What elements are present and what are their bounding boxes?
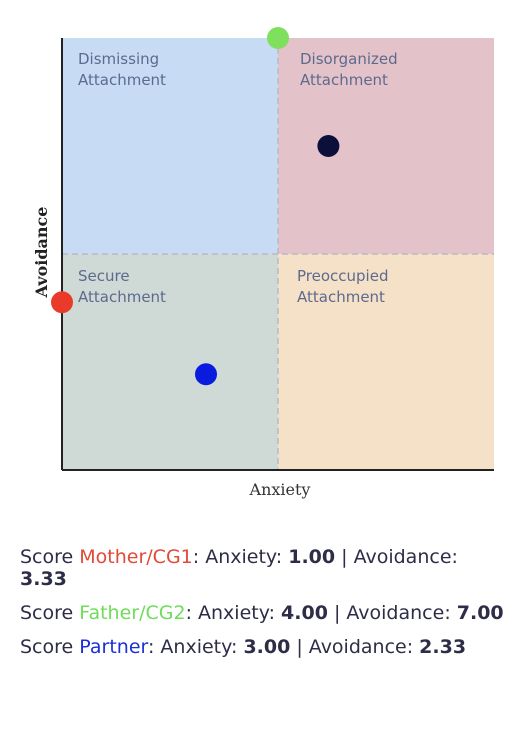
quadrant-label-secure-line1: Secure (78, 267, 130, 285)
score-prefix: Score (20, 602, 80, 624)
anxiety-label: : Anxiety: (147, 636, 244, 658)
score-line-father: Score Father/CG2: Anxiety: 4.00 | Avoida… (20, 602, 510, 624)
x-axis-label: Anxiety (249, 480, 311, 499)
avoidance-value: 2.33 (419, 636, 467, 658)
anxiety-value: 4.00 (281, 602, 328, 624)
score-line-mother: Score Mother/CG1: Anxiety: 1.00 | Avoida… (20, 546, 510, 590)
anxiety-value: 3.00 (243, 636, 291, 658)
quadrant-label-dismissing-line1: Dismissing (78, 50, 159, 68)
quadrant-preoccupied (278, 254, 494, 470)
anxiety-value: 1.00 (288, 546, 336, 568)
avoidance-label: | Avoidance: (327, 602, 457, 624)
quadrant-label-disorganized-line2: Attachment (300, 71, 388, 89)
quadrant-label-dismissing-line2: Attachment (78, 71, 166, 89)
quadrant-disorganized (278, 38, 494, 254)
score-list: Score Mother/CG1: Anxiety: 1.00 | Avoida… (20, 546, 510, 670)
quadrant-dismissing (62, 38, 278, 254)
avoidance-label: | Avoidance: (290, 636, 420, 658)
point-3 (317, 135, 340, 157)
avoidance-value: 7.00 (456, 602, 504, 624)
quadrant-label-secure-line2: Attachment (78, 288, 166, 306)
point-mother-cg1 (51, 291, 73, 314)
score-prefix: Score (20, 546, 80, 568)
score-line-partner: Score Partner: Anxiety: 3.00 | Avoidance… (20, 636, 510, 658)
quadrant-secure (62, 254, 278, 470)
score-name-father: Father/CG2 (79, 602, 186, 624)
attachment-chart: Dismissing Attachment Disorganized Attachme… (32, 27, 494, 499)
score-prefix: Score (20, 636, 80, 658)
avoidance-value: 3.33 (20, 568, 67, 590)
anxiety-label: : Anxiety: (192, 546, 289, 568)
quadrant-label-disorganized-line1: Disorganized (300, 50, 398, 68)
score-name-mother: Mother/CG1 (79, 546, 193, 568)
quadrant-label-preoccupied-line1: Preoccupied (297, 267, 388, 285)
score-name-partner: Partner (79, 636, 148, 658)
y-axis-label: Avoidance (32, 207, 51, 299)
point-father-cg2 (267, 27, 289, 49)
point-partner (195, 363, 217, 386)
quadrant-label-preoccupied-line2: Attachment (297, 288, 385, 306)
avoidance-label: | Avoidance: (335, 546, 458, 568)
anxiety-label: : Anxiety: (185, 602, 282, 624)
